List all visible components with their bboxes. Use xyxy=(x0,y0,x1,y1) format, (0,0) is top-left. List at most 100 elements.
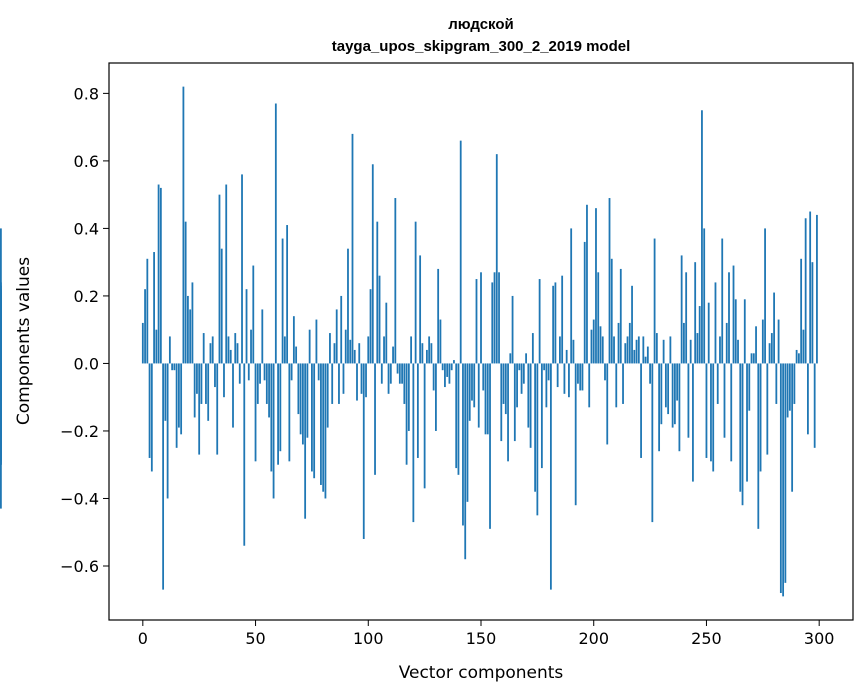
bar-146 xyxy=(471,363,473,401)
bar-97 xyxy=(360,363,363,394)
bar-89 xyxy=(342,363,345,394)
bar-173 xyxy=(531,333,534,364)
y-tick-label: 0.0 xyxy=(74,354,99,373)
bar-252 xyxy=(710,363,712,462)
bar-271 xyxy=(752,353,755,364)
bar-125 xyxy=(423,363,426,489)
bar-232 xyxy=(664,363,667,408)
bar-215 xyxy=(626,336,629,364)
x-tick-label: 0 xyxy=(138,629,148,648)
bar-131 xyxy=(437,268,440,364)
bar-134 xyxy=(444,363,446,388)
bar-137 xyxy=(450,363,453,371)
bar-94 xyxy=(353,349,356,364)
bar-110 xyxy=(389,363,392,384)
bar-147 xyxy=(473,363,476,408)
bar-262 xyxy=(732,265,735,364)
bar-14 xyxy=(173,363,176,371)
bar-297 xyxy=(811,262,814,364)
bar-114 xyxy=(398,363,401,384)
bar-174 xyxy=(534,363,537,492)
bar-253 xyxy=(712,363,715,472)
bar-38 xyxy=(227,336,230,364)
bar-285 xyxy=(784,363,787,583)
bar-190 xyxy=(570,228,573,364)
bar-170 xyxy=(525,353,527,364)
bar-185 xyxy=(559,336,561,364)
bar-197 xyxy=(586,204,588,364)
bar-65 xyxy=(288,363,291,462)
bar-78 xyxy=(317,363,320,381)
bar-23 xyxy=(193,363,196,418)
x-tick-label: 50 xyxy=(245,629,265,648)
chart-title-line-1: людской xyxy=(448,16,514,33)
bar-10 xyxy=(164,363,167,421)
bar-99 xyxy=(365,363,367,398)
bar-198 xyxy=(588,363,591,408)
bar-160 xyxy=(502,363,505,404)
bar-286 xyxy=(786,363,789,418)
bar-284 xyxy=(782,363,785,597)
bar-59 xyxy=(274,103,277,364)
bar-236 xyxy=(673,363,676,425)
bar-275 xyxy=(761,319,764,364)
bar-127 xyxy=(428,336,431,364)
bar-112 xyxy=(394,198,397,364)
bar-57 xyxy=(270,363,273,472)
bar-161 xyxy=(504,363,507,415)
bar-281 xyxy=(775,363,778,404)
bar-24 xyxy=(196,363,198,394)
bar-133 xyxy=(441,363,444,371)
bar-130 xyxy=(435,363,437,431)
bar-293 xyxy=(802,329,805,364)
bar-250 xyxy=(705,363,708,458)
bar-36 xyxy=(223,363,225,398)
bar-273 xyxy=(757,363,760,529)
bar-76 xyxy=(313,363,316,479)
bar-267 xyxy=(743,299,746,364)
bar-276 xyxy=(764,228,766,364)
bar-15 xyxy=(175,363,178,448)
bar-49 xyxy=(252,265,255,364)
bar-31 xyxy=(211,336,214,364)
bar-60 xyxy=(277,363,279,465)
bar-67 xyxy=(292,316,295,364)
bar-248 xyxy=(701,110,703,364)
bar-87 xyxy=(338,363,340,404)
x-tick-label: 250 xyxy=(691,629,722,648)
bar-6 xyxy=(155,329,158,364)
bar-115 xyxy=(401,363,403,384)
bar-119 xyxy=(410,336,413,364)
bar-141 xyxy=(459,140,462,364)
y-axis-label: Components values xyxy=(14,257,34,425)
x-tick-label: 150 xyxy=(466,629,497,648)
bar-151 xyxy=(482,363,485,391)
bar-48 xyxy=(250,329,252,364)
bar-91 xyxy=(347,248,349,364)
bar-277 xyxy=(766,363,769,455)
y-tick-label: −0.4 xyxy=(60,489,99,508)
bar-129 xyxy=(432,363,435,391)
bar-224 xyxy=(646,346,649,364)
bar-71 xyxy=(301,363,304,445)
bar-4 xyxy=(150,363,153,472)
bar-223 xyxy=(644,356,647,364)
bar-169 xyxy=(522,363,525,384)
bar-28 xyxy=(205,363,207,404)
bar-183 xyxy=(554,282,557,364)
bar-295 xyxy=(807,363,809,435)
bar-259 xyxy=(725,322,728,364)
bar-35 xyxy=(220,248,223,364)
bar-17 xyxy=(180,363,183,435)
bar-92 xyxy=(349,339,352,364)
bar-231 xyxy=(662,339,665,364)
bar-96 xyxy=(358,343,361,364)
bar-81 xyxy=(324,363,327,499)
bar-288 xyxy=(791,363,794,492)
bar-118 xyxy=(407,363,410,431)
bar-241 xyxy=(685,272,688,364)
bar-41 xyxy=(234,333,237,364)
bar-166 xyxy=(516,363,518,408)
bar-291 xyxy=(797,353,800,364)
